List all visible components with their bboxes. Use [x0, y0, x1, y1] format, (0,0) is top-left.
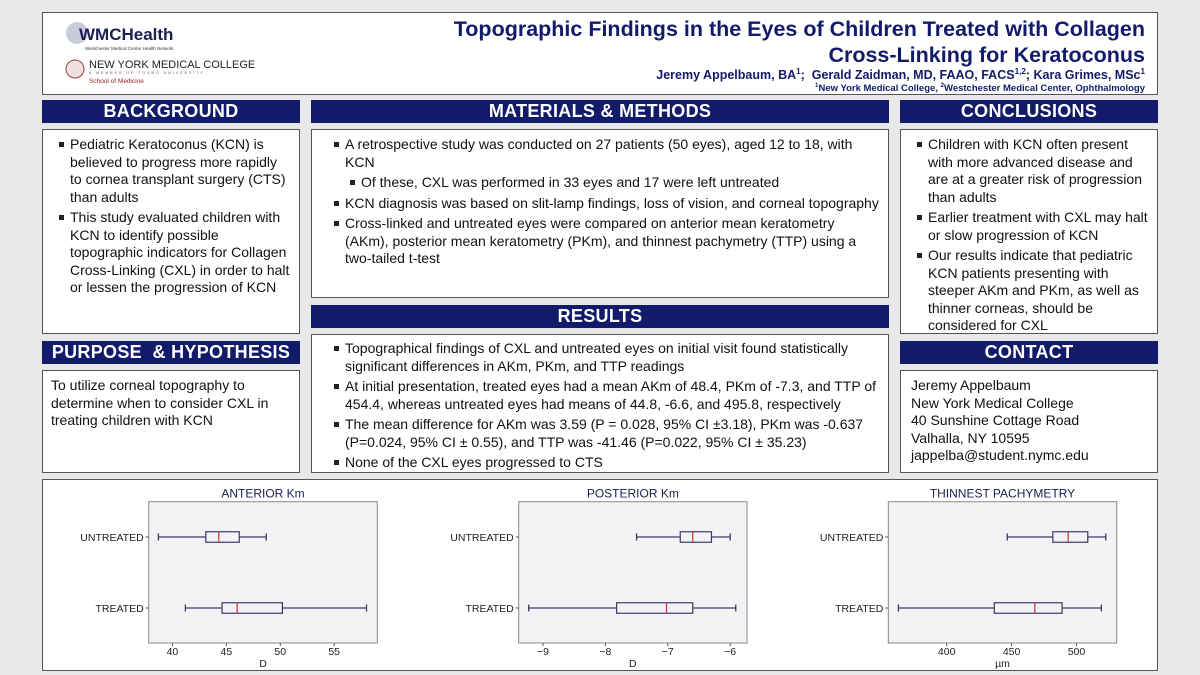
nymc-logo: NEW YORK MEDICAL COLLEGE A MEMBER OF TOU… [65, 57, 265, 87]
contact-institution: New York Medical College [911, 394, 1074, 411]
x-axis-label: D [259, 658, 267, 670]
iqr-box [205, 531, 240, 543]
iqr-box [616, 602, 694, 614]
background-item: Pediatric Keratoconus (KCN) is believed … [59, 136, 291, 206]
chart-title: THINNEST PACHYMETRY [930, 487, 1075, 501]
x-tick-label: 40 [167, 646, 179, 658]
plot-area [518, 501, 748, 644]
contact-email[interactable]: jappelba@student.nymc.edu [911, 447, 1089, 463]
title-line-2: Cross-Linking for Keratoconus [828, 43, 1145, 67]
author-list: Jeremy Appelbaum, BA1; Gerald Zaidman, M… [656, 67, 1145, 83]
purpose-section: To utilize corneal topography to determi… [42, 370, 300, 473]
x-tick-label: −6 [724, 646, 736, 658]
x-tick-label: −9 [537, 646, 549, 658]
conclusions-item: Earlier treatment with CXL may halt or s… [917, 209, 1149, 244]
iqr-box [679, 531, 713, 543]
x-axis-label: µm [995, 658, 1010, 670]
contact-heading: CONTACT [900, 341, 1158, 364]
x-tick-label: 500 [1068, 646, 1086, 658]
boxplot-charts: ANTERIOR Km D 40 45 50 55 UNTREATED TREATED POST… [80, 487, 1118, 670]
background-section: Pediatric Keratoconus (KCN) is believed … [42, 129, 300, 334]
methods-item: A retrospective study was conducted on 2… [334, 136, 880, 171]
conclusions-item: Our results indicate that pediatric KCN … [917, 247, 1149, 335]
author: Gerald Zaidman, MD, FAAO, FACS [811, 68, 1015, 83]
results-item: Topographical findings of CXL and untrea… [334, 340, 880, 375]
author-sup: 1,2 [1014, 67, 1026, 76]
poster-title: Topographic Findings in the Eyes of Chil… [385, 16, 1145, 68]
charts-panel: ANTERIOR Km D 40 45 50 55 UNTREATED TREATED POST… [42, 479, 1158, 671]
plot-area [148, 501, 378, 644]
methods-heading: MATERIALS & METHODS [311, 100, 889, 123]
wmc-health-logo: WMCHealth Westchester Medical Center Hea… [65, 19, 215, 53]
contact-street: 40 Sunshine Cottage Road [911, 412, 1080, 428]
chart-title: ANTERIOR Km [221, 487, 304, 501]
y-tick-label: UNTREATED [820, 532, 884, 544]
author-sup: 1 [796, 67, 801, 76]
purpose-heading: PURPOSE & HYPOTHESIS [42, 341, 300, 364]
iqr-box [1052, 531, 1089, 543]
plot-area [887, 501, 1118, 644]
conclusions-section: Children with KCN often present with mor… [900, 129, 1158, 334]
nymc-name: NEW YORK MEDICAL COLLEGE [89, 59, 255, 71]
nymc-tagline: A MEMBER OF TOURO UNIVERSITY [89, 71, 205, 75]
affiliation: Westchester Medical Center, Ophthalmolog… [944, 83, 1145, 95]
iqr-box [993, 602, 1063, 614]
author: Kara Grimes, MSc [1033, 68, 1141, 83]
x-axis-label: D [629, 658, 637, 670]
wmc-logo-text: WMCHealth [79, 25, 173, 44]
nymc-school: School of Medicine [89, 78, 144, 85]
results-item: The mean difference for AKm was 3.59 (P … [334, 416, 880, 451]
results-heading: RESULTS [311, 305, 889, 328]
methods-subitem: Of these, CXL was performed in 33 eyes a… [350, 174, 880, 192]
contact-section: Jeremy Appelbaum New York Medical Colleg… [900, 370, 1158, 473]
conclusions-item: Children with KCN often present with mor… [917, 136, 1149, 206]
y-tick-label: UNTREATED [450, 532, 514, 544]
x-tick-label: 45 [220, 646, 232, 658]
methods-item: KCN diagnosis was based on slit-lamp fin… [334, 195, 880, 213]
contact-name: Jeremy Appelbaum [911, 377, 1031, 393]
background-item: This study evaluated children with KCN t… [59, 209, 291, 297]
affiliations: 1New York Medical College, 2Westchester … [815, 82, 1145, 95]
contact-city: Valhalla, NY 10595 [911, 429, 1030, 446]
results-item: At initial presentation, treated eyes ha… [334, 378, 880, 413]
background-heading: BACKGROUND [42, 100, 300, 123]
purpose-text: To utilize corneal topography to determi… [51, 377, 269, 428]
y-tick-label: UNTREATED [80, 532, 144, 544]
x-tick-label: −7 [662, 646, 674, 658]
affiliation: New York Medical College [818, 83, 936, 95]
affil-sup: 2 [940, 82, 945, 89]
x-tick-label: 400 [938, 646, 956, 658]
methods-section: A retrospective study was conducted on 2… [311, 129, 889, 298]
results-section: Topographical findings of CXL and untrea… [311, 334, 889, 473]
x-tick-label: 450 [1003, 646, 1021, 658]
x-tick-label: 50 [274, 646, 286, 658]
wmc-tagline: Westchester Medical Center Health Networ… [85, 46, 174, 51]
title-line-1: Topographic Findings in the Eyes of Chil… [453, 17, 1145, 41]
results-item: None of the CXL eyes progressed to CTS [334, 454, 880, 472]
author-sup: 1 [1140, 67, 1145, 76]
y-tick-label: TREATED [835, 603, 884, 615]
iqr-box [221, 602, 284, 614]
affil-sup: 1 [815, 82, 819, 89]
chart-title: POSTERIOR Km [587, 487, 679, 501]
x-tick-label: 55 [328, 646, 340, 658]
y-tick-label: TREATED [95, 603, 144, 615]
author: Jeremy Appelbaum, BA [656, 68, 797, 83]
conclusions-heading: CONCLUSIONS [900, 100, 1158, 123]
x-tick-label: −8 [599, 646, 611, 658]
methods-item: Cross-linked and untreated eyes were com… [334, 215, 880, 268]
poster-header: WMCHealth Westchester Medical Center Hea… [42, 12, 1158, 95]
y-tick-label: TREATED [465, 603, 514, 615]
